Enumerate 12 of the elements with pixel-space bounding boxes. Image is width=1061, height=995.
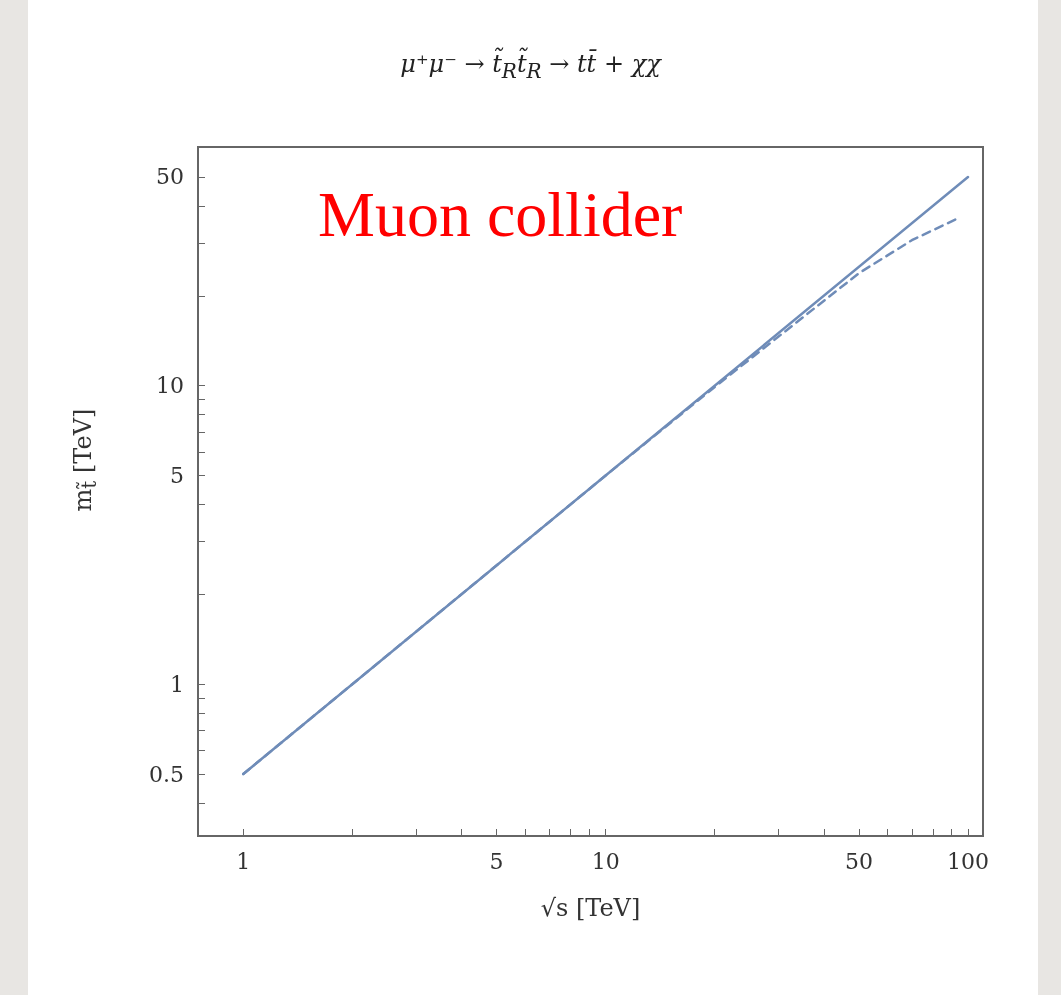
y-tick-label: 0.5 [149,761,184,787]
x-tick-label: 5 [489,848,504,874]
x-tick-label: 50 [844,848,873,874]
y-tick-label: 50 [156,164,184,190]
y-tick-label: 10 [156,373,184,399]
x-tick-label: 1 [236,848,251,874]
annotation: Muon collider [318,178,683,250]
y-tick-label: 1 [170,671,184,697]
x-tick-label: 100 [947,848,989,874]
x-axis-title: √s [TeV] [540,894,641,922]
y-tick-label: 5 [170,462,184,488]
x-tick-label: 10 [591,848,620,874]
